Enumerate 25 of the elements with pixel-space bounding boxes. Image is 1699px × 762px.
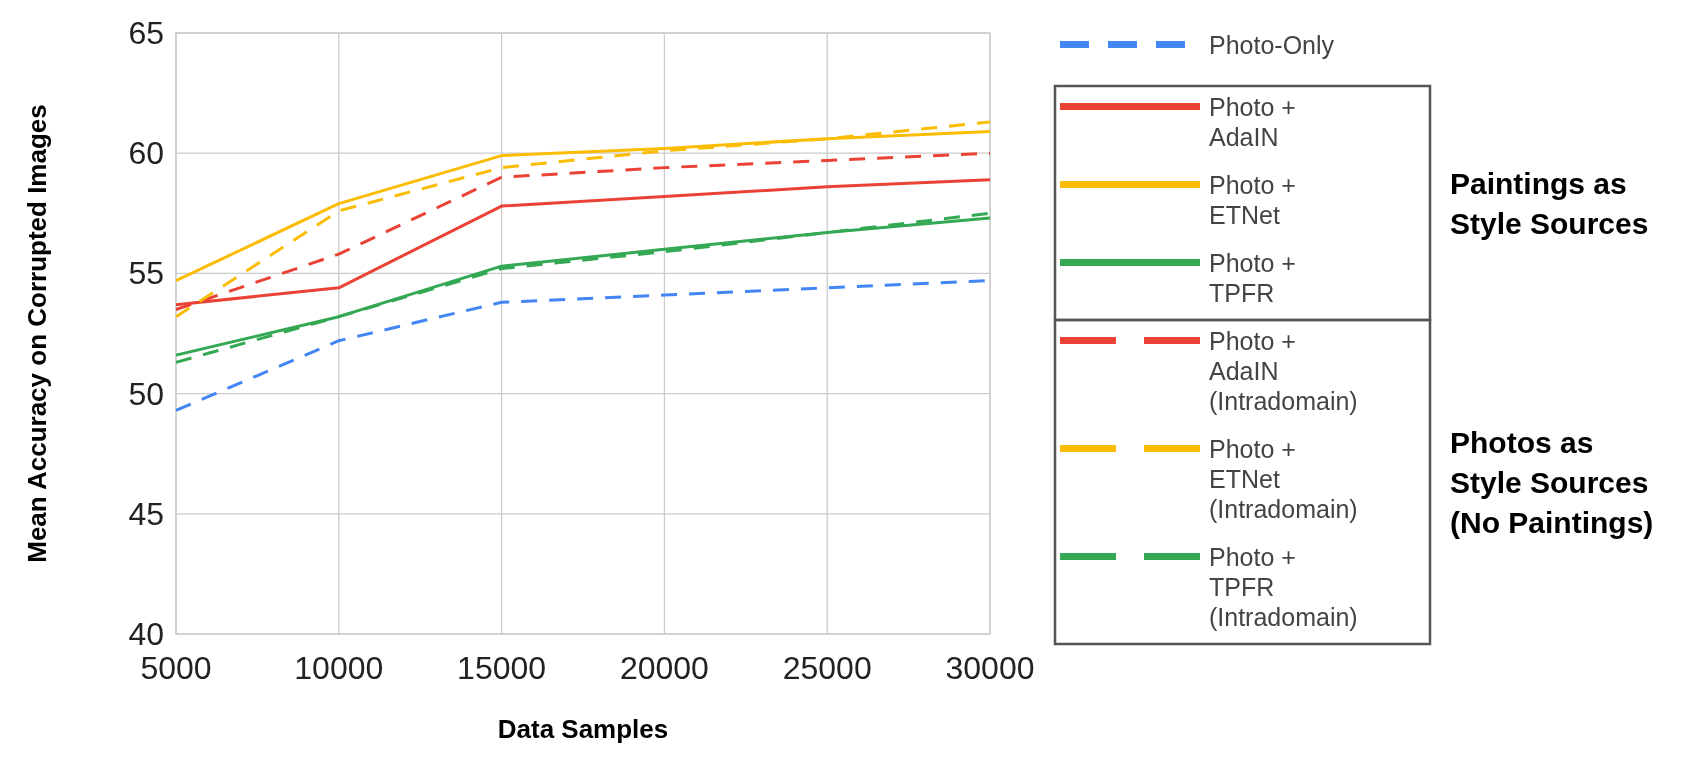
legend-label: Photo-Only (1209, 31, 1335, 59)
legend-label: Photo + TPFR (1209, 249, 1296, 307)
legend-label: Photo + TPFR (Intradomain) (1209, 543, 1358, 631)
y-axis-title: Mean Accuracy on Corrupted Images (22, 104, 52, 563)
x-tick-label: 20000 (619, 650, 709, 686)
legend-label: Photo + ETNet (1209, 171, 1296, 229)
x-tick-label: 25000 (782, 650, 872, 686)
y-tick-label: 45 (128, 495, 164, 532)
legend-label: Photo + ETNet (Intradomain) (1209, 435, 1358, 523)
text: Photos as Style Sources (No Paintings) (1450, 425, 1654, 539)
line-series (174, 151, 992, 311)
y-tick-label: 55 (128, 255, 164, 292)
x-tick-label: 30000 (945, 650, 1035, 686)
x-tick-label: 10000 (294, 650, 384, 686)
y-tick-label: 50 (128, 375, 164, 412)
y-tick-label: 65 (128, 15, 164, 51)
x-axis-title: Data Samples (497, 714, 669, 744)
legend-label: Photo + AdaIN (Intradomain) (1209, 327, 1358, 415)
y-tick-label: 60 (128, 135, 164, 172)
text: Paintings as Style Sources (1450, 166, 1649, 240)
y-tick-label: 40 (128, 616, 164, 652)
x-tick-label: 5000 (140, 650, 212, 686)
legend-label: Photo + AdaIN (1209, 93, 1296, 151)
line-series (174, 120, 992, 319)
x-tick-label: 15000 (457, 650, 547, 686)
